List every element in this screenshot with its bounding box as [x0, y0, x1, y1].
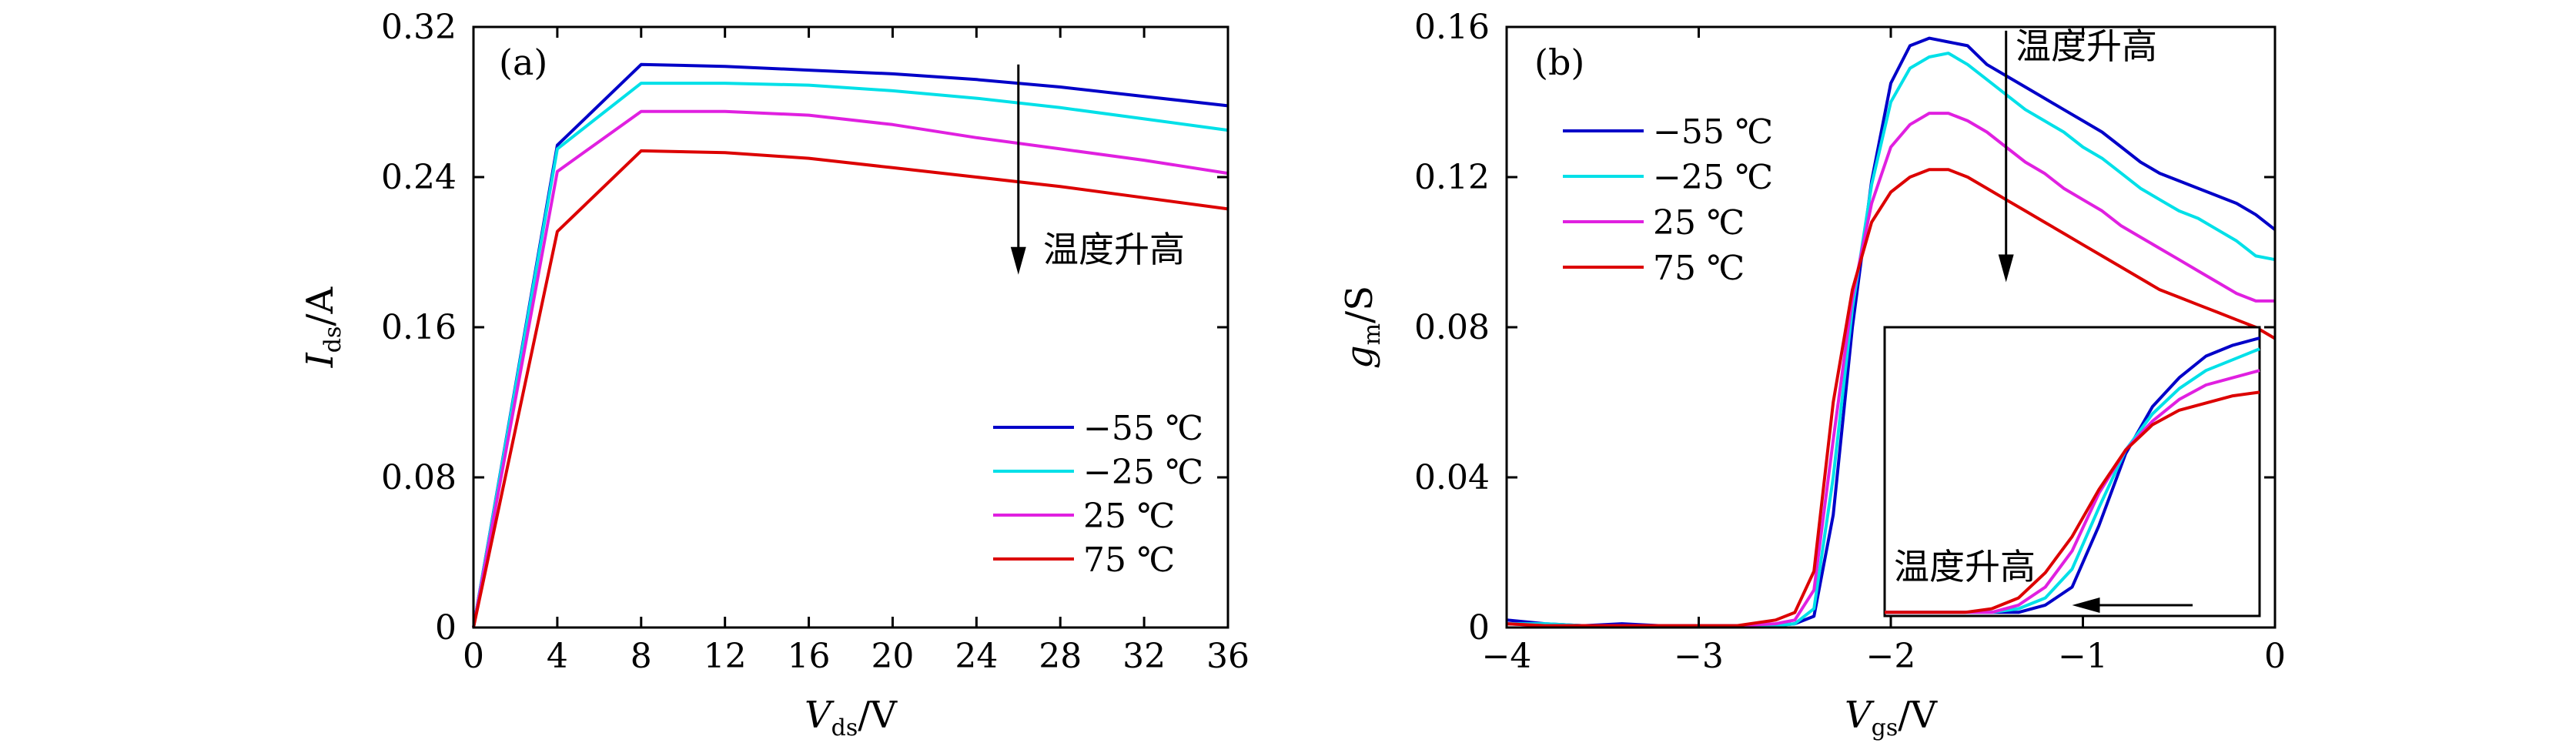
panel-a-x-tick-label: 32 — [1122, 637, 1166, 676]
panel-b-x-axis-label: Vgs/V — [1845, 694, 1938, 741]
panel-b-legend: −55 ℃ −25 ℃ 25 ℃ 75 ℃ — [1563, 112, 1773, 288]
panel-a-y-tick-label: 0 — [435, 608, 457, 648]
panel-b: −4 −3 −2 −1 000.040.080.120.16 (b) gm/S Vgs/… — [1338, 8, 2286, 741]
panel-b-arrow-head — [1998, 254, 2014, 283]
panel-b-legend-label-1: −25 ℃ — [1653, 158, 1773, 197]
panel-a-x-axis-unit: /V — [858, 694, 898, 737]
inset-series — [1885, 336, 2260, 614]
panel-a: 0 4 8 12 16 20 24 28 32 36 0 0.08 0.16 0.24 0.32 (a) I… — [299, 8, 1250, 741]
panel-b-x-tick-label: −1 — [2058, 637, 2108, 676]
panel-a-legend-label-0: −55 ℃ — [1083, 409, 1203, 448]
panel-b-y-tick-label: 0.08 — [1414, 308, 1490, 347]
panel-a-x-tick-label: 8 — [631, 637, 652, 676]
panel-b-y-axis-title: gm/S — [1338, 286, 1386, 369]
inset-temperature-arrow — [2072, 597, 2193, 613]
panel-b-series — [1506, 36, 2277, 628]
panel-b-x-tick-label: 0 — [2264, 637, 2286, 676]
panel-a-label: (a) — [499, 42, 547, 83]
inset-annotation: 温度升高 — [1894, 546, 2036, 587]
panel-b-y-axis-unit: /S — [1338, 286, 1381, 323]
panel-a-y-tick-label: 0.08 — [381, 458, 457, 497]
panel-b-x-axis-unit: /V — [1898, 694, 1938, 737]
panel-a-y-axis-subscript: ds — [319, 326, 346, 353]
panel-b-y-axis-label: gm/S — [1338, 286, 1386, 369]
panel-b-legend-label-0: −55 ℃ — [1653, 112, 1773, 152]
panel-a-legend: −55 ℃ −25 ℃ 25 ℃ 75 ℃ — [993, 409, 1203, 580]
panel-a-x-tick-label: 20 — [871, 637, 914, 676]
panel-a-y-axis-title: Ids/A — [299, 286, 346, 368]
panel-a-y-tick-label: 0.24 — [381, 158, 457, 197]
panel-b-y-axis-subscript: m — [1359, 323, 1386, 345]
panel-a-x-tick-label: 24 — [955, 637, 998, 676]
panel-b-annotation: 温度升高 — [2016, 25, 2157, 67]
panel-a-x-tick-label: 28 — [1039, 637, 1082, 676]
panel-a-x-tick-label: 0 — [463, 637, 484, 676]
panel-a-x-tick-label: 12 — [704, 637, 747, 676]
panel-a-series-line-2 — [472, 109, 1229, 628]
panel-b-ticks: −4 −3 −2 −1 0 0 0.04 0.08 0.12 0.16 — [1414, 8, 2286, 676]
panel-a-y-tick-label: 0.32 — [381, 8, 457, 47]
panel-a-series-line-1 — [472, 82, 1229, 628]
panel-a-y-axis-symbol: I — [299, 352, 342, 368]
panel-b-y-tick-label: 0 — [1468, 608, 1490, 648]
panel-b-y-tick-label: 0.04 — [1414, 458, 1490, 497]
panel-b-inset: 温度升高 — [1883, 326, 2261, 617]
panel-a-legend-label-1: −25 ℃ — [1083, 453, 1203, 492]
panel-b-x-tick-label: −3 — [1674, 637, 1724, 676]
panel-b-x-tick-label: −2 — [1866, 637, 1916, 676]
panel-a-arrow-head — [1010, 246, 1026, 275]
panel-a-x-tick-label: 4 — [547, 637, 568, 676]
panel-a-y-tick-label: 0.16 — [381, 308, 457, 347]
panel-a-x-axis-label: Vds/V — [805, 694, 898, 741]
panel-a-x-axis-title: Vds/V — [805, 694, 898, 741]
panel-b-label: (b) — [1534, 42, 1584, 83]
panel-a-legend-label-3: 75 ℃ — [1083, 541, 1175, 580]
panel-a-legend-label-2: 25 ℃ — [1083, 497, 1175, 536]
panel-a-y-axis-label: Ids/A — [299, 286, 346, 368]
panel-a-temperature-arrow — [1010, 64, 1026, 275]
panel-a-series-line-3 — [472, 149, 1229, 628]
panel-a-x-tick-label: 16 — [788, 637, 831, 676]
panel-a-ticks: 0 4 8 12 16 20 24 28 32 36 0 0.08 0.16 0.24 0.32 — [381, 8, 1250, 676]
panel-b-series-line-3 — [1506, 168, 2277, 628]
inset-arrow-head — [2072, 597, 2100, 613]
panel-b-temperature-arrow — [1998, 30, 2014, 283]
panel-b-y-tick-label: 0.16 — [1414, 8, 1490, 47]
panel-b-x-tick-label: −4 — [1482, 637, 1532, 676]
panel-a-y-axis-unit: /A — [299, 286, 342, 326]
panel-a-series-line-0 — [472, 62, 1229, 628]
panel-a-x-tick-label: 36 — [1206, 637, 1250, 676]
panel-b-x-axis-symbol: V — [1845, 694, 1875, 737]
panel-a-series — [472, 62, 1229, 628]
panel-b-x-axis-title: Vgs/V — [1845, 694, 1938, 741]
panel-b-legend-label-2: 25 ℃ — [1653, 203, 1745, 243]
inset-series-line-3 — [1885, 390, 2260, 614]
panel-b-y-tick-label: 0.12 — [1414, 158, 1490, 197]
panel-a-x-axis-symbol: V — [805, 694, 835, 737]
panel-b-y-axis-symbol: g — [1338, 345, 1381, 369]
panel-a-annotation: 温度升高 — [1043, 229, 1185, 270]
panel-b-x-axis-subscript: gs — [1872, 715, 1899, 741]
panel-b-legend-label-3: 75 ℃ — [1653, 249, 1745, 288]
panel-a-x-axis-subscript: ds — [831, 715, 858, 741]
